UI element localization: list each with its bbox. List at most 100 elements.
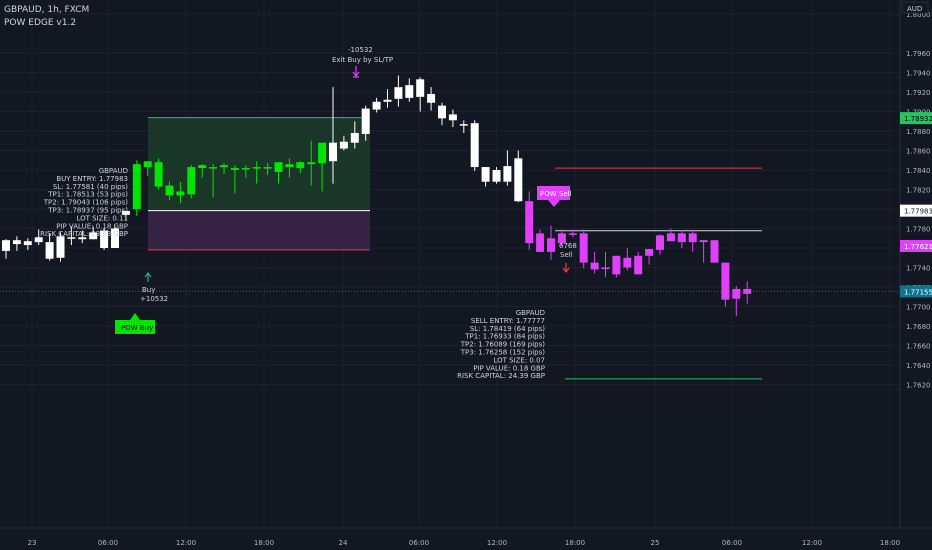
candle bbox=[732, 286, 741, 317]
price-tick: 1.7700 bbox=[906, 304, 931, 312]
candle bbox=[339, 135, 348, 151]
time-tick: 12:00 bbox=[487, 539, 507, 547]
candle-body bbox=[394, 87, 403, 99]
price-tick: 1.7880 bbox=[906, 128, 931, 136]
candle bbox=[547, 225, 555, 260]
indicator-title[interactable]: POW EDGE v1.2 bbox=[4, 18, 77, 28]
candle-body bbox=[416, 79, 425, 97]
candle-body bbox=[121, 210, 130, 215]
price-axis[interactable]: 1.80001.79601.79401.79201.79001.78801.78… bbox=[899, 0, 932, 528]
price-label-bg bbox=[900, 239, 932, 252]
candle-body bbox=[67, 237, 76, 239]
buy-panel-line: RISK CAPITAL: 23.83 GBP bbox=[40, 230, 128, 238]
candle-body bbox=[536, 233, 545, 252]
price-tick: 1.7820 bbox=[906, 187, 931, 195]
candle-body bbox=[656, 235, 664, 250]
candle-body bbox=[459, 124, 468, 126]
price-tick: 1.7960 bbox=[906, 50, 931, 58]
buy-panel-line: BUY ENTRY: 1.77983 bbox=[56, 175, 128, 183]
candle bbox=[67, 226, 76, 246]
candle-body bbox=[187, 167, 196, 195]
candle-body bbox=[514, 158, 523, 202]
candle bbox=[536, 229, 545, 252]
price-tick: 1.7940 bbox=[906, 70, 931, 78]
price-tick: 1.8000 bbox=[906, 11, 931, 19]
time-tick: 18:00 bbox=[254, 539, 274, 547]
candle-body bbox=[383, 99, 392, 102]
candle-body bbox=[154, 162, 163, 187]
candle bbox=[230, 165, 239, 194]
candle bbox=[525, 191, 534, 250]
candle-body bbox=[623, 257, 632, 268]
candle bbox=[318, 142, 327, 192]
pow-buy-text: POW Buy bbox=[121, 324, 153, 332]
candle-body bbox=[612, 255, 621, 275]
candle bbox=[699, 240, 708, 263]
candle bbox=[176, 181, 185, 204]
candle bbox=[252, 161, 261, 184]
candles bbox=[2, 75, 752, 317]
candle-body bbox=[2, 240, 10, 251]
buy-label: Buy bbox=[142, 286, 155, 294]
candle bbox=[350, 121, 359, 149]
time-axis[interactable]: 23 06:00 12:00 18:00 24 06:00 12:00 18:00 25 06:0… bbox=[0, 527, 932, 547]
buy-panel-line: GBPAUD bbox=[99, 167, 128, 175]
price-tick: 1.7640 bbox=[906, 362, 931, 370]
candle-body bbox=[568, 233, 577, 235]
time-tick: 18:00 bbox=[880, 539, 900, 547]
candle-body bbox=[339, 141, 348, 149]
candle bbox=[220, 163, 228, 174]
candle bbox=[23, 238, 32, 250]
price-label: 1.77621 bbox=[904, 243, 932, 251]
time-tick: 06:00 bbox=[98, 539, 118, 547]
candle-body bbox=[285, 164, 294, 168]
candle bbox=[285, 158, 294, 178]
candle bbox=[557, 229, 566, 247]
candle bbox=[121, 210, 130, 221]
candle bbox=[394, 75, 403, 107]
price-tick: 1.7620 bbox=[906, 382, 931, 390]
candle bbox=[612, 255, 621, 278]
candle-body bbox=[579, 233, 588, 263]
candle-body bbox=[209, 167, 218, 169]
sell-panel-line: LOT SIZE: 0.07 bbox=[493, 356, 545, 364]
candle-body bbox=[252, 167, 261, 169]
sell-value: 6768 bbox=[559, 242, 577, 250]
candle-body bbox=[12, 240, 21, 245]
currency-label: AUD bbox=[907, 5, 922, 13]
candle bbox=[405, 78, 414, 102]
candle bbox=[56, 232, 65, 262]
candle-body bbox=[492, 170, 501, 182]
candle-body bbox=[645, 248, 654, 256]
candle-body bbox=[230, 168, 239, 170]
candle bbox=[45, 233, 54, 261]
exit-arrow-icon bbox=[352, 66, 360, 78]
sell-arrow-icon bbox=[562, 263, 570, 273]
candle bbox=[263, 163, 272, 175]
candle bbox=[688, 230, 697, 252]
sell-panel-line: TP3: 1.76258 (152 pips) bbox=[460, 349, 546, 357]
candle bbox=[459, 120, 468, 133]
candle bbox=[634, 251, 643, 275]
candle bbox=[111, 226, 119, 248]
candle bbox=[383, 89, 392, 108]
candle-body bbox=[525, 201, 534, 244]
candle bbox=[416, 77, 425, 112]
candle-body bbox=[296, 162, 305, 169]
symbol-title[interactable]: GBPAUD, 1h, FXCM bbox=[4, 5, 90, 15]
price-label: 1.78932 bbox=[904, 115, 932, 123]
candle-body bbox=[438, 105, 446, 119]
candle bbox=[623, 248, 632, 271]
candle bbox=[721, 262, 730, 307]
currency-badge bbox=[901, 1, 929, 14]
candle-body bbox=[666, 233, 675, 242]
candle bbox=[590, 251, 599, 274]
sell-panel-line: PIP VALUE: 0.18 GBP bbox=[473, 364, 545, 372]
candle-body bbox=[547, 238, 555, 252]
price-tick: 1.7780 bbox=[906, 226, 931, 234]
buy-arrow-icon bbox=[144, 272, 152, 282]
candle-body bbox=[427, 93, 436, 103]
buy-panel-line: PIP VALUE: 0.18 GBP bbox=[56, 222, 128, 230]
